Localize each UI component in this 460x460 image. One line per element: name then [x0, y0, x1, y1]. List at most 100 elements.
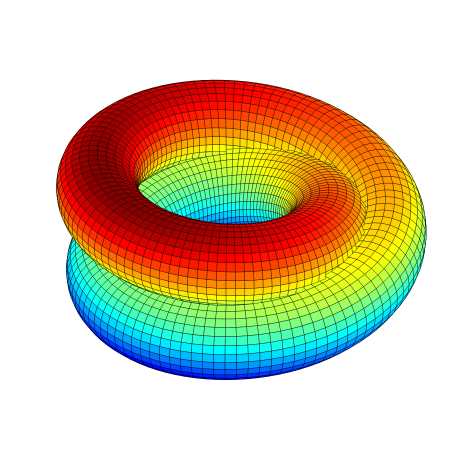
surface-patch	[227, 202, 232, 212]
surface-patch	[375, 189, 386, 198]
surface-patch	[246, 139, 255, 149]
surface-patch	[198, 151, 207, 158]
surface-patch	[222, 175, 228, 186]
surface-patch	[239, 201, 244, 210]
surface-patch	[212, 144, 220, 152]
surface-patch	[219, 211, 224, 220]
surface-patch	[205, 144, 213, 152]
surface-patch	[231, 193, 237, 203]
surface-patch	[325, 179, 337, 183]
surface-patch	[225, 101, 234, 111]
surface-patch	[216, 100, 226, 111]
surface-patch	[222, 184, 228, 196]
surface-patch	[235, 209, 240, 218]
surface-patch	[223, 210, 228, 219]
surface-patch	[199, 136, 207, 146]
surface-patch	[191, 128, 200, 139]
surface-patch	[232, 119, 241, 130]
surface-patch	[232, 152, 240, 160]
surface-patch	[215, 87, 226, 95]
surface-patch	[225, 118, 234, 129]
surface-patch	[232, 137, 241, 147]
surface-patch	[218, 127, 227, 138]
surface-patch	[318, 192, 329, 196]
surface-patch	[217, 176, 224, 187]
surface-patch	[375, 196, 386, 205]
surface-patch	[87, 154, 98, 161]
surface-patch	[226, 159, 233, 168]
surface-patch	[239, 129, 248, 140]
surface-patch	[186, 146, 194, 155]
surface-patch	[202, 207, 208, 218]
surface-patch	[223, 194, 228, 204]
surface-patch	[218, 194, 224, 205]
surface-patch	[240, 120, 249, 131]
surface-patch	[235, 192, 241, 203]
surface-patch	[215, 212, 220, 221]
surface-patch	[205, 87, 217, 95]
surface-patch	[205, 136, 213, 146]
surface-patch	[233, 94, 243, 103]
surface-patch	[211, 213, 216, 222]
surface-patch	[220, 159, 228, 169]
surface-patch	[231, 166, 238, 176]
surface-patch	[235, 216, 241, 223]
surface-patch	[242, 209, 248, 217]
surface-patch	[385, 196, 395, 205]
surface-patch	[204, 127, 213, 138]
surface-patch	[211, 205, 216, 215]
surface-patch	[224, 83, 235, 89]
surface-patch	[223, 217, 228, 225]
surface-patch	[215, 93, 226, 102]
surface-patch	[215, 168, 223, 178]
surface-patch	[231, 183, 237, 194]
surface-patch	[218, 185, 224, 196]
surface-patch	[224, 87, 235, 95]
surface-patch	[239, 209, 244, 217]
surface-patch	[249, 209, 255, 217]
surface-patch	[226, 166, 233, 177]
surface-patch	[373, 209, 385, 217]
surface-patch	[225, 148, 234, 155]
surface-patch	[240, 111, 250, 122]
surface-patch	[235, 201, 240, 211]
surface-patch	[225, 136, 234, 146]
surface-patch	[209, 109, 219, 119]
surface-patch	[231, 209, 236, 218]
surface-patch	[233, 88, 244, 96]
surface-patch	[204, 82, 216, 88]
surface-patch	[213, 80, 225, 84]
surface-patch	[232, 128, 241, 139]
surface-patch	[181, 139, 188, 149]
surface-patch	[227, 210, 232, 219]
surface-patch	[225, 127, 234, 138]
surface-patch	[231, 201, 236, 211]
surface-patch	[217, 109, 226, 120]
surface-patch	[208, 100, 218, 110]
surface-patch	[226, 153, 233, 161]
surface-patch	[232, 148, 241, 154]
surface-patch	[214, 195, 220, 206]
surface-patch	[215, 204, 220, 214]
surface-patch	[249, 201, 255, 210]
surface-patch	[247, 121, 256, 133]
surface-patch	[88, 140, 100, 146]
surface-patch	[214, 160, 222, 170]
surface-patch	[231, 174, 238, 185]
surface	[56, 79, 427, 380]
surface-patch	[242, 201, 248, 210]
surface-patch	[219, 203, 224, 213]
surface-patch	[246, 209, 251, 217]
surface-patch	[219, 136, 227, 146]
surface-patch	[192, 145, 200, 154]
surface-patch	[224, 93, 234, 103]
surface-patch	[219, 153, 227, 161]
surface-patch	[212, 154, 221, 162]
surface-patch	[383, 183, 395, 191]
surface-patch	[221, 167, 228, 177]
surface-patch	[186, 138, 194, 148]
surface-patch	[233, 101, 243, 112]
surface-patch	[210, 196, 216, 207]
